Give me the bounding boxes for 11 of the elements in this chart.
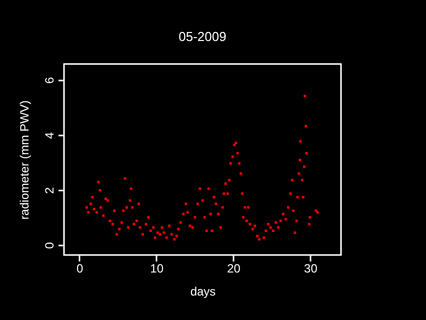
y-tick-label: 6 [42, 76, 56, 84]
y-tick-label: 0 [42, 242, 56, 249]
x-tick-label: 30 [304, 262, 318, 276]
y-tick-label: 4 [42, 132, 56, 139]
x-tick-label: 10 [150, 262, 164, 276]
y-axis-title: radiometer (mm PWV) [18, 100, 32, 220]
y-tick-label: 2 [42, 186, 56, 194]
x-axis-title: days [190, 284, 216, 298]
x-tick-label: 0 [76, 262, 84, 276]
x-tick-label: 20 [227, 262, 241, 276]
chart-title: 05-2009 [178, 29, 226, 44]
